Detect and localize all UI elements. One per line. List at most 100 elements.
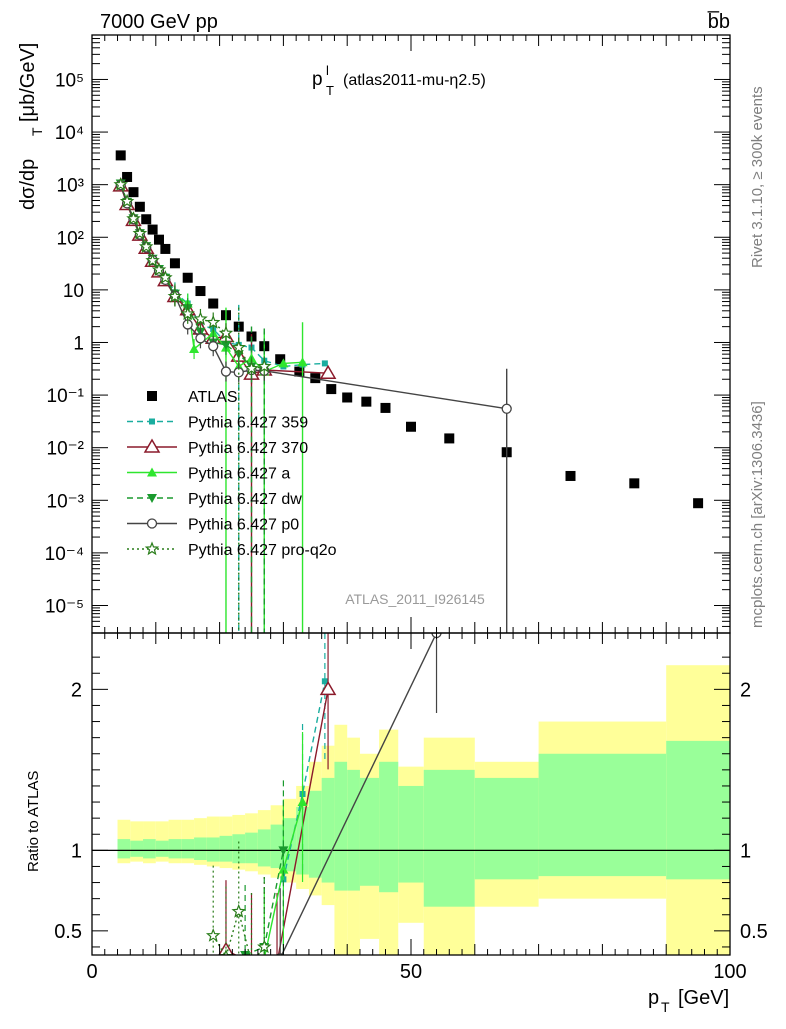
point-pq2o [113, 177, 128, 191]
legend: ATLAS Pythia 6.427 359 Pythia 6.427 370 Pyt… [127, 389, 337, 559]
point-pq2o [151, 262, 167, 277]
point-atlas [195, 286, 206, 297]
xlabel-main: p [648, 987, 659, 1009]
band-inner-bin [474, 777, 539, 880]
ylabel-unit: [μb/GeV] [17, 43, 39, 122]
title-rest: (atlas2011-mu-η2.5) [343, 72, 486, 89]
title-sup: l [326, 63, 329, 78]
band-inner-bin [194, 837, 207, 861]
point-atlas [115, 150, 126, 161]
legend-label: Pythia 6.427 a [188, 466, 290, 483]
band-inner-bin [379, 761, 399, 893]
y-tick-label: 10⁻³ [47, 491, 85, 512]
point-atlas [565, 470, 576, 481]
point-atlas [444, 433, 455, 444]
y-tick-label: 10⁻⁴ [45, 544, 84, 565]
y-tick-label: 10⁻¹ [47, 386, 85, 407]
band-inner-bin [423, 769, 475, 907]
band-inner-bin [143, 839, 156, 859]
ratio-y-tick-label-right: 0.5 [740, 921, 768, 943]
ratio-y-tick-label-right: 1 [740, 840, 751, 862]
point-atlas [380, 402, 391, 413]
y-tick-label: 10⁻⁵ [45, 596, 84, 617]
ratio-point-pdw [278, 846, 289, 856]
ratio-point-p370 [251, 954, 252, 955]
legend-entry-pa: Pythia 6.427 a [127, 466, 290, 483]
point-atlas [629, 478, 640, 489]
y-tick-label: 1 [73, 333, 84, 354]
band-inner-bin [308, 790, 322, 878]
top-panel-title: p l T (atlas2011-mu-η2.5) [312, 63, 486, 98]
point-pq2o [119, 193, 135, 208]
top-series-layer [112, 150, 704, 633]
point-pa [278, 358, 289, 368]
band-inner-bin [155, 840, 169, 857]
ratio-y-tick-label: 1 [71, 840, 82, 862]
point-atlas [326, 384, 337, 395]
point-atlas [275, 354, 286, 365]
band-inner-bin [398, 785, 424, 883]
band-inner-bin [347, 769, 360, 891]
point-pq2o [244, 360, 259, 375]
y-tick-label: 10³ [57, 176, 84, 197]
point-atlas [147, 224, 158, 235]
point-pq2o [126, 211, 141, 225]
x-tick-label: 0 [86, 961, 97, 983]
point-pq2o [145, 252, 160, 267]
point-atlas [128, 187, 139, 198]
ratio-y-tick-label: 2 [71, 679, 82, 701]
legend-marker [147, 391, 157, 401]
band-inner-bin [245, 832, 258, 864]
band-inner-bin [117, 839, 131, 859]
legend-label: Pythia 6.427 359 [188, 415, 308, 432]
band-inner-bin [181, 839, 195, 859]
band-inner-bin [219, 835, 233, 862]
point-pp0 [501, 403, 512, 414]
ratio-point-pq2o [231, 903, 246, 918]
band-inner-bin [232, 834, 246, 864]
band-inner-bin [130, 840, 144, 857]
point-atlas [141, 214, 152, 225]
ratio-point-pq2o [205, 928, 221, 942]
legend-label: Pythia 6.427 370 [188, 440, 308, 457]
legend-marker [144, 541, 160, 556]
band-inner-bin [538, 753, 667, 877]
ratio-point-pq2o [257, 939, 272, 954]
point-atlas [122, 171, 133, 182]
point-pq2o [205, 314, 221, 329]
ratio-line-pp0 [280, 633, 438, 955]
legend-entry-pdw: Pythia 6.427 dw [127, 491, 302, 508]
band-inner-bin [334, 761, 348, 891]
legend-marker [149, 418, 155, 425]
point-pq2o [180, 306, 195, 321]
analysis-watermark: ATLAS_2011_I926145 [345, 591, 485, 607]
legend-marker [147, 494, 157, 503]
ratio-point-p370 [319, 680, 337, 696]
ratio-y-tick-label: 0.5 [54, 921, 82, 943]
legend-entry-pq2o: Pythia 6.427 pro-q2o [127, 541, 337, 559]
point-pdw [220, 340, 231, 350]
legend-marker [146, 518, 158, 529]
legend-marker [143, 438, 161, 453]
ylabel-main: dσ/dp [17, 159, 39, 210]
ratio-y-axis-label: Ratio to ATLAS [25, 771, 42, 872]
title-p: p [312, 69, 323, 90]
point-pp0 [220, 366, 232, 377]
ratio-point-p359 [321, 678, 328, 685]
ratio-line-p359 [282, 681, 326, 880]
point-atlas [361, 396, 372, 407]
point-atlas [134, 201, 145, 212]
point-pp0 [195, 333, 206, 344]
y-tick-label: 10⁵ [55, 70, 84, 91]
band-inner-bin [666, 740, 730, 880]
point-atlas [693, 498, 704, 509]
ratio-point-p370 [276, 954, 278, 955]
legend-entry-atlas: ATLAS [147, 389, 238, 406]
ratio-point-pa [278, 864, 289, 874]
legend-entry-p370: Pythia 6.427 370 [127, 438, 308, 457]
y-tick-label: 10⁻² [47, 439, 85, 460]
point-atlas [160, 243, 171, 254]
point-pp0 [208, 341, 219, 352]
xlabel-sub: T [661, 999, 670, 1015]
